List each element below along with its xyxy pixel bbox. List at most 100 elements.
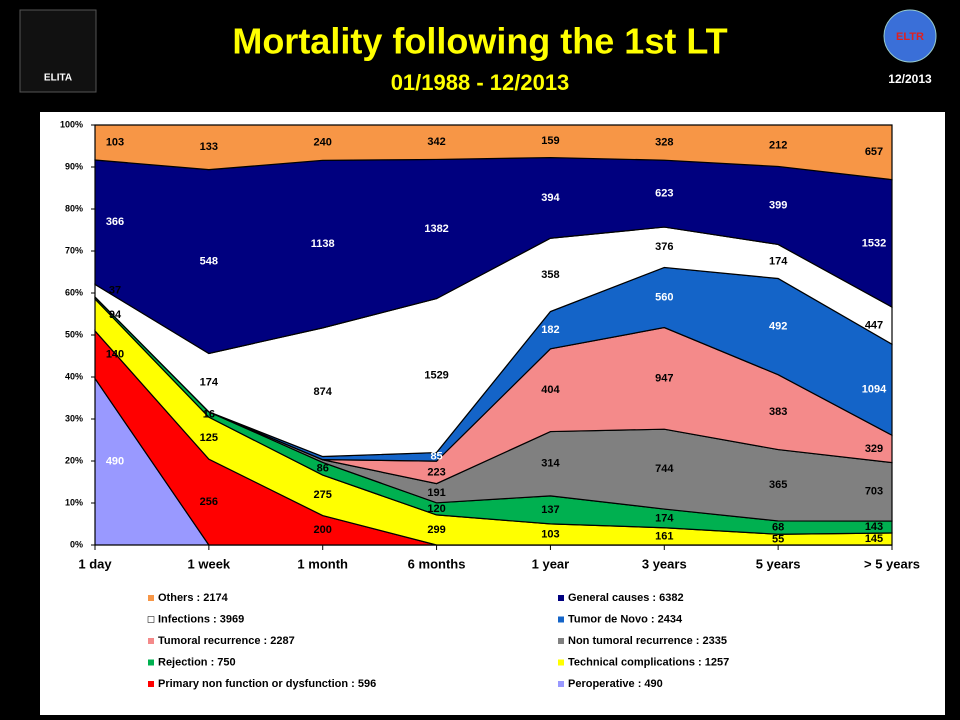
data-label: 490 bbox=[106, 456, 124, 468]
y-tick-label: 90% bbox=[65, 161, 83, 171]
data-label: 161 bbox=[655, 530, 673, 542]
y-tick-label: 70% bbox=[65, 245, 83, 255]
x-tick-label: 6 months bbox=[408, 556, 466, 571]
data-label: 85 bbox=[430, 451, 442, 463]
data-label: 366 bbox=[106, 216, 124, 228]
legend-label: Non tumoral recurrence : 2335 bbox=[568, 635, 727, 647]
legend-label: Rejection : 750 bbox=[158, 656, 236, 668]
chart-title: Mortality following the 1st LT bbox=[232, 21, 727, 62]
data-label: 125 bbox=[200, 432, 218, 444]
legend-label: Technical complications : 1257 bbox=[568, 656, 729, 668]
legend-swatch bbox=[558, 595, 564, 601]
legend-swatch bbox=[148, 638, 154, 644]
data-label: 174 bbox=[769, 255, 788, 267]
data-label: 223 bbox=[427, 466, 445, 478]
x-tick-label: 1 month bbox=[297, 556, 348, 571]
x-tick-label: > 5 years bbox=[864, 556, 920, 571]
data-label: 299 bbox=[427, 524, 445, 536]
legend-swatch bbox=[558, 659, 564, 666]
data-label: 342 bbox=[427, 136, 445, 148]
data-label: 16 bbox=[203, 408, 215, 420]
data-label: 1532 bbox=[862, 237, 886, 249]
data-label: 174 bbox=[200, 377, 219, 389]
right-logo-text: ELTR bbox=[896, 31, 924, 43]
data-label: 55 bbox=[772, 534, 784, 546]
legend-label: Primary non function or dysfunction : 59… bbox=[158, 678, 376, 690]
area bbox=[94, 124, 893, 181]
y-tick-label: 10% bbox=[65, 497, 83, 507]
x-tick-label: 1 day bbox=[78, 556, 112, 571]
x-tick-label: 5 years bbox=[756, 556, 801, 571]
legend-label: Infections : 3969 bbox=[158, 613, 244, 625]
x-tick-label: 1 week bbox=[188, 556, 231, 571]
data-label: 137 bbox=[541, 504, 559, 516]
data-label: 874 bbox=[314, 386, 333, 398]
data-label: 240 bbox=[314, 137, 332, 149]
data-label: 191 bbox=[427, 487, 445, 499]
data-label: 133 bbox=[200, 141, 218, 153]
data-label: 120 bbox=[427, 503, 445, 515]
legend-swatch bbox=[558, 616, 564, 623]
data-label: 744 bbox=[655, 463, 674, 475]
data-label: 143 bbox=[865, 521, 883, 533]
data-label: 159 bbox=[541, 135, 559, 147]
y-tick-label: 30% bbox=[65, 413, 83, 423]
data-label: 447 bbox=[865, 320, 883, 332]
data-label: 1094 bbox=[862, 384, 887, 396]
data-label: 174 bbox=[655, 512, 674, 524]
y-tick-label: 100% bbox=[60, 119, 83, 129]
data-label: 1529 bbox=[424, 369, 448, 381]
data-label: 365 bbox=[769, 479, 787, 491]
y-tick-label: 50% bbox=[65, 329, 83, 339]
left-logo-text: ELITA bbox=[44, 73, 72, 84]
data-label: 947 bbox=[655, 372, 673, 384]
legend-swatch bbox=[148, 681, 154, 687]
data-label: 383 bbox=[769, 406, 787, 418]
legend-swatch bbox=[558, 638, 564, 644]
data-label: 657 bbox=[865, 146, 883, 158]
legend-swatch bbox=[148, 595, 154, 601]
data-label: 1138 bbox=[311, 238, 335, 250]
data-label: 86 bbox=[317, 463, 329, 475]
data-label: 492 bbox=[769, 320, 787, 332]
data-label: 140 bbox=[106, 349, 124, 361]
legend-swatch bbox=[148, 659, 154, 666]
data-label: 703 bbox=[865, 486, 883, 498]
legend-label: Tumoral recurrence : 2287 bbox=[158, 635, 295, 647]
legend-label: General causes : 6382 bbox=[568, 592, 684, 604]
data-label: 548 bbox=[200, 255, 218, 267]
data-label: 404 bbox=[541, 384, 560, 396]
data-label: 328 bbox=[655, 137, 673, 149]
data-label: 358 bbox=[541, 269, 559, 281]
data-label: 560 bbox=[655, 291, 673, 303]
data-label: 399 bbox=[769, 199, 787, 211]
data-label: 1382 bbox=[424, 223, 448, 235]
data-label: 256 bbox=[200, 496, 218, 508]
chart-subtitle: 01/1988 - 12/2013 bbox=[391, 70, 570, 95]
legend-label: Others : 2174 bbox=[158, 592, 229, 604]
x-tick-label: 1 year bbox=[532, 556, 570, 571]
data-label: 394 bbox=[541, 192, 560, 204]
data-label: 182 bbox=[541, 324, 559, 336]
date: 12/2013 bbox=[888, 72, 932, 86]
y-tick-label: 0% bbox=[70, 539, 83, 549]
data-label: 145 bbox=[865, 533, 883, 545]
y-tick-label: 20% bbox=[65, 455, 83, 465]
legend-label: Peroperative : 490 bbox=[568, 678, 663, 690]
data-label: 314 bbox=[541, 458, 560, 470]
data-label: 103 bbox=[106, 136, 124, 148]
legend-label: Tumor de Novo : 2434 bbox=[568, 613, 683, 625]
legend-swatch bbox=[147, 616, 155, 623]
data-label: 212 bbox=[769, 140, 787, 152]
data-label: 275 bbox=[314, 489, 332, 501]
data-label: 94 bbox=[109, 309, 122, 321]
y-tick-label: 80% bbox=[65, 203, 83, 213]
data-label: 200 bbox=[314, 524, 332, 536]
legend-swatch bbox=[558, 681, 564, 687]
data-label: 37 bbox=[109, 285, 121, 297]
y-tick-label: 60% bbox=[65, 287, 83, 297]
data-label: 329 bbox=[865, 443, 883, 455]
x-tick-label: 3 years bbox=[642, 556, 687, 571]
y-tick-label: 40% bbox=[65, 371, 83, 381]
